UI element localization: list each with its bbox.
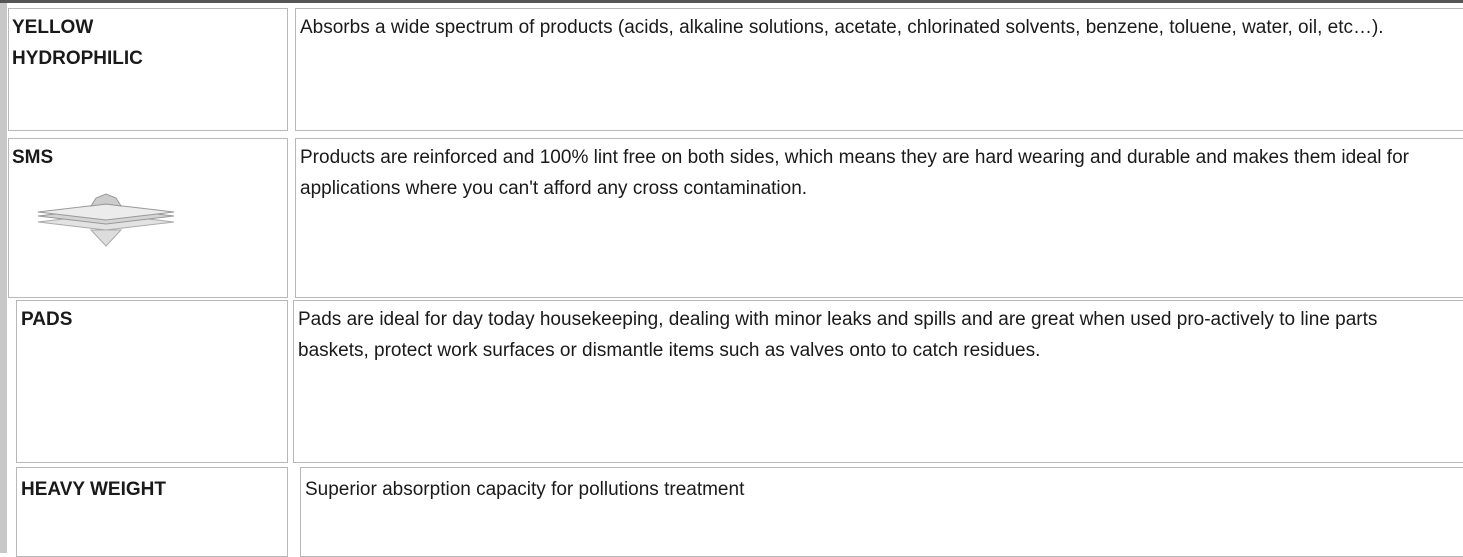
row-label: YELLOW HYDROPHILIC — [12, 17, 143, 69]
row-label: PADS — [21, 309, 73, 330]
row-description: Products are reinforced and 100% lint fr… — [300, 147, 1409, 199]
row-description: Superior absorption capacity for polluti… — [305, 479, 745, 500]
row-label: HEAVY WEIGHT — [21, 479, 166, 500]
label-cell — [8, 8, 288, 131]
row-label: SMS — [12, 147, 54, 168]
row-description: Absorbs a wide spectrum of products (aci… — [300, 17, 1384, 38]
left-bar — [0, 3, 7, 553]
description-cell — [293, 300, 1463, 463]
row-description: Pads are ideal for day today housekeepin… — [298, 309, 1378, 361]
label-cell — [16, 300, 288, 463]
description-cell — [295, 138, 1463, 298]
description-cell — [295, 8, 1463, 131]
top-bar — [0, 0, 1463, 3]
label-cell — [16, 467, 288, 557]
sms-icon — [37, 193, 175, 247]
